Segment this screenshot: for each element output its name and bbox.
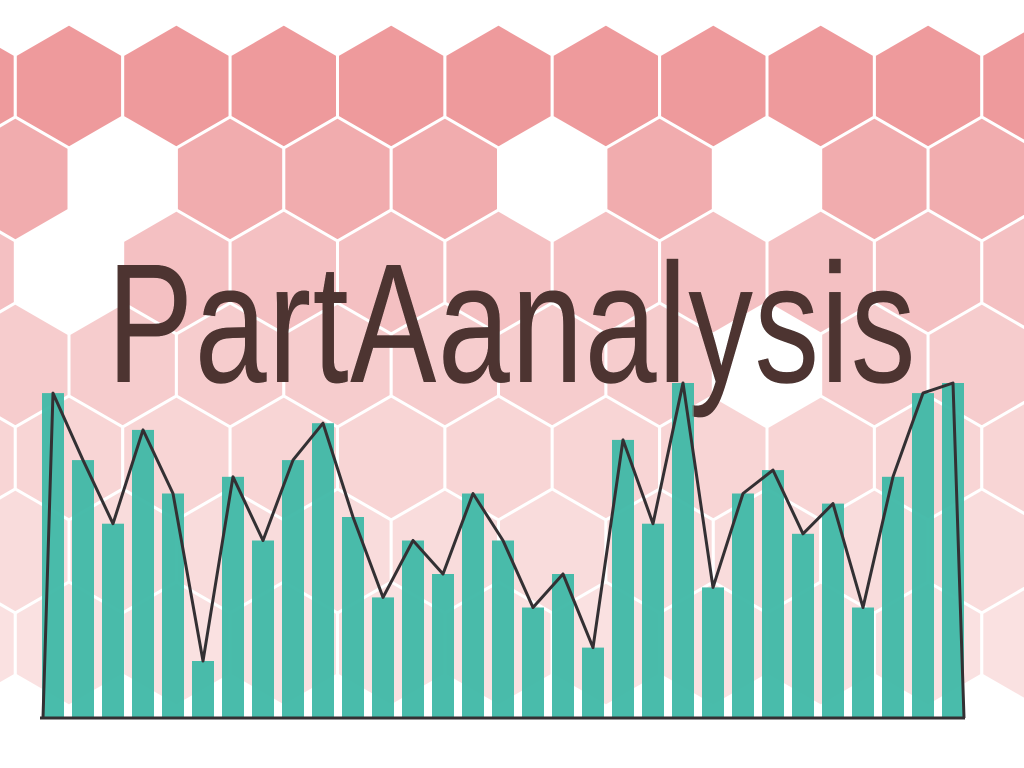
- bar: [222, 476, 244, 718]
- hexagon-tile: [980, 28, 1024, 144]
- hexagon-tile: [980, 214, 1024, 330]
- trend-line: [41, 381, 966, 719]
- line-series: [40, 381, 966, 720]
- bar: [852, 607, 874, 719]
- bar: [492, 540, 514, 719]
- bar: [372, 597, 394, 718]
- bar: [792, 533, 814, 719]
- bar: [552, 574, 574, 719]
- bar: [732, 493, 754, 718]
- hexagon-tile: [0, 230, 17, 314]
- hexagon-tile: [980, 586, 1024, 702]
- bar: [192, 661, 214, 718]
- bar: [252, 540, 274, 719]
- hexagon-tile: [980, 400, 1024, 516]
- bar: [942, 383, 964, 718]
- bar: [72, 460, 94, 718]
- bar: [912, 393, 934, 718]
- bar: [702, 587, 724, 719]
- bar: [132, 429, 154, 718]
- bar: [462, 493, 484, 718]
- bar: [102, 523, 124, 718]
- bar: [612, 439, 634, 718]
- page-title: PartAanalysis: [107, 229, 917, 419]
- page-title-overlay: PartAanalysis: [107, 229, 917, 419]
- bar: [312, 423, 334, 718]
- bar: [582, 647, 604, 718]
- bar: [342, 517, 364, 718]
- bar: [42, 393, 64, 718]
- bar: [162, 493, 184, 718]
- bar: [672, 383, 694, 718]
- bar: [432, 574, 454, 719]
- bar-series: [42, 383, 964, 719]
- title-dark-layer: PartAanalysis: [107, 229, 917, 419]
- bar: [642, 523, 664, 718]
- bar: [402, 540, 424, 719]
- bar: [882, 476, 904, 718]
- bar: [762, 470, 784, 718]
- bar: [822, 503, 844, 718]
- bar: [522, 607, 544, 719]
- bar: [282, 460, 304, 718]
- title-faded-layer: PartAanalysis: [107, 229, 917, 419]
